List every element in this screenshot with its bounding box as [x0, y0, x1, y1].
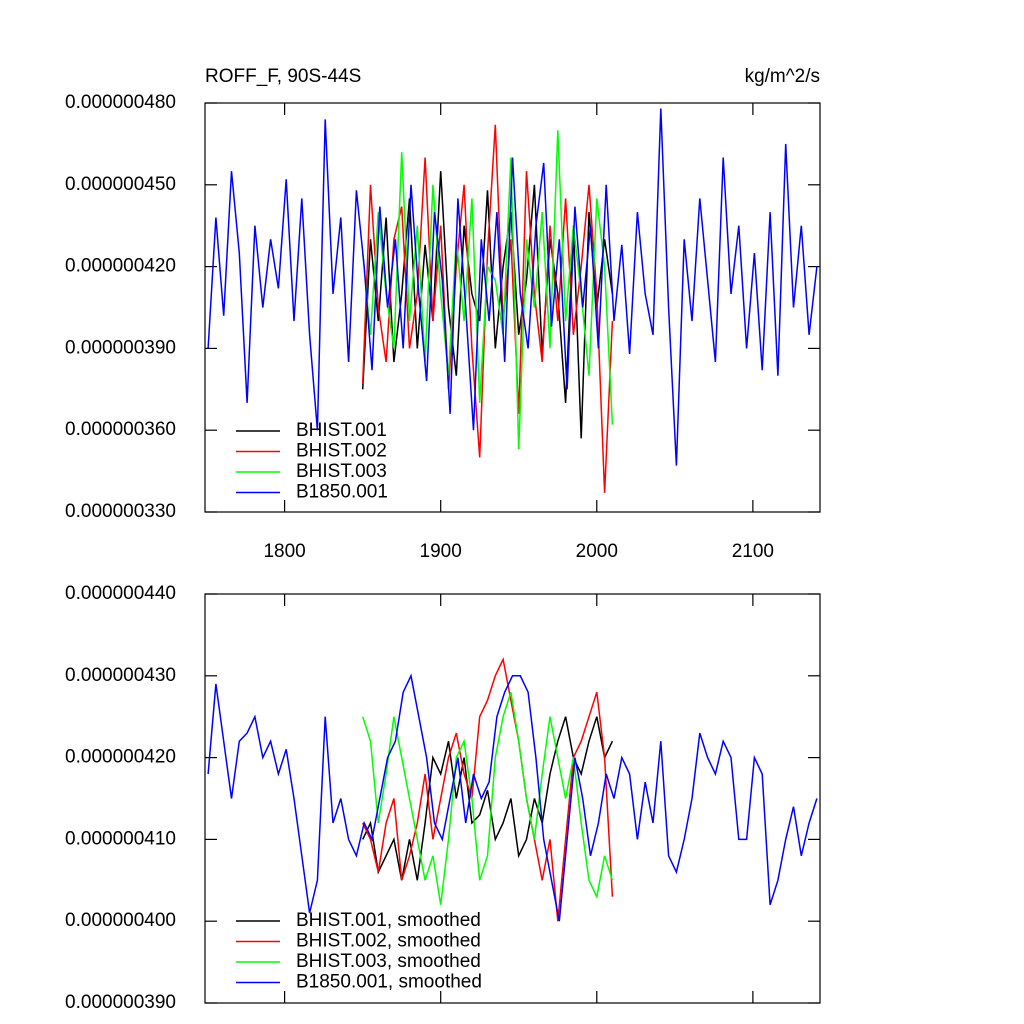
y-tick-label: 0.000000330: [65, 501, 176, 522]
y-tick-label: 0.000000430: [65, 665, 176, 686]
series-line: [361, 130, 614, 450]
series-line: [362, 657, 614, 922]
y-tick-label: 0.000000400: [65, 910, 176, 931]
legend-label: BHIST.002: [296, 441, 387, 462]
x-tick-label: 1800: [263, 541, 305, 562]
plot-frame: [204, 102, 821, 513]
legend-label: BHIST.001: [296, 420, 387, 441]
x-tick-label: 2100: [732, 541, 774, 562]
y-tick-label: 0.000000440: [65, 583, 176, 604]
chart-title: ROFF_F, 90S-44S: [205, 66, 361, 87]
y-tick-label: 0.000000420: [65, 747, 176, 768]
y-tick-label: 0.000000360: [65, 419, 176, 440]
x-tick-label: 1900: [420, 541, 462, 562]
legend-label: B1850.001, smoothed: [296, 972, 482, 993]
legend-label: BHIST.002, smoothed: [296, 931, 481, 952]
legend-label: B1850.001: [296, 482, 388, 503]
series-line: [361, 691, 614, 905]
plot-frame: [204, 593, 821, 1004]
series-line: [207, 673, 818, 922]
y-tick-label: 0.000000450: [65, 174, 176, 195]
series-line: [207, 108, 818, 466]
y-tick-label: 0.000000390: [65, 992, 176, 1013]
units-label: kg/m^2/s: [745, 66, 820, 87]
legend-label: BHIST.003: [296, 461, 387, 482]
legend-label: BHIST.003, smoothed: [296, 951, 481, 972]
y-tick-label: 0.000000390: [65, 337, 176, 358]
x-tick-label: 2000: [576, 541, 618, 562]
legend-label: BHIST.001, smoothed: [296, 910, 481, 931]
y-tick-label: 0.000000420: [65, 256, 176, 277]
series-line: [362, 716, 614, 881]
y-tick-label: 0.000000480: [65, 92, 176, 113]
y-tick-label: 0.000000410: [65, 828, 176, 849]
